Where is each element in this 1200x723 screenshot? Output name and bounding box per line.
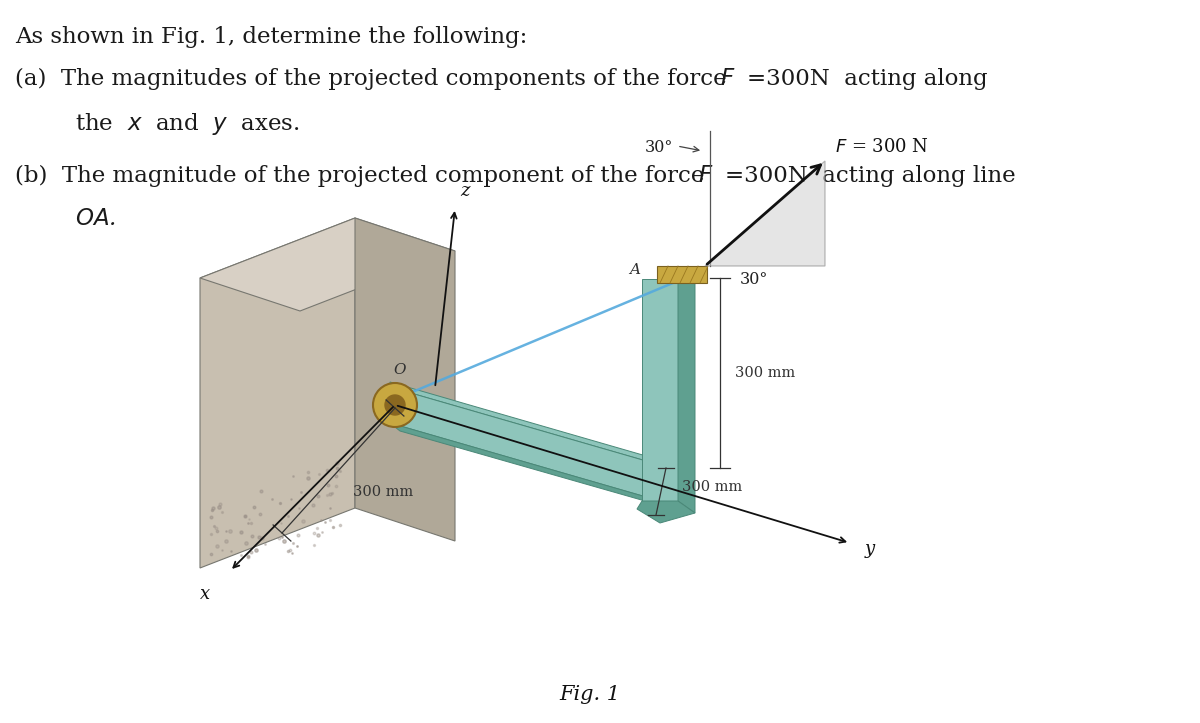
Polygon shape bbox=[200, 218, 355, 568]
Polygon shape bbox=[390, 387, 660, 501]
Text: $F$: $F$ bbox=[720, 68, 736, 90]
Polygon shape bbox=[390, 423, 673, 509]
Polygon shape bbox=[637, 501, 695, 523]
Text: O: O bbox=[394, 363, 407, 377]
Text: y: y bbox=[865, 540, 875, 558]
Text: x: x bbox=[200, 585, 210, 603]
Text: z: z bbox=[460, 182, 469, 200]
Polygon shape bbox=[658, 266, 707, 283]
Polygon shape bbox=[355, 218, 455, 541]
Text: Fig. 1: Fig. 1 bbox=[559, 685, 620, 704]
Text: As shown in Fig. 1, determine the following:: As shown in Fig. 1, determine the follow… bbox=[14, 26, 527, 48]
Polygon shape bbox=[390, 382, 660, 465]
Text: 300 mm: 300 mm bbox=[682, 479, 743, 494]
Text: the  $x$  and  $y$  axes.: the $x$ and $y$ axes. bbox=[74, 111, 300, 137]
Text: 300 mm: 300 mm bbox=[354, 486, 414, 500]
Polygon shape bbox=[678, 279, 695, 513]
Text: A: A bbox=[629, 263, 640, 277]
Text: (a)  The magnitudes of the projected components of the force: (a) The magnitudes of the projected comp… bbox=[14, 68, 742, 90]
Text: $F$: $F$ bbox=[698, 165, 714, 187]
Text: $OA$.: $OA$. bbox=[74, 208, 116, 230]
Polygon shape bbox=[706, 161, 826, 266]
Text: (b)  The magnitude of the projected component of the force: (b) The magnitude of the projected compo… bbox=[14, 165, 719, 187]
Text: $F$ = 300 N: $F$ = 300 N bbox=[835, 138, 929, 156]
Text: 30°: 30° bbox=[740, 271, 768, 288]
Text: =300N  acting along: =300N acting along bbox=[746, 68, 988, 90]
Circle shape bbox=[373, 383, 418, 427]
Text: 30°: 30° bbox=[646, 139, 673, 156]
Polygon shape bbox=[200, 218, 455, 311]
Text: =300N  acting along line: =300N acting along line bbox=[725, 165, 1015, 187]
Text: 300 mm: 300 mm bbox=[734, 366, 796, 380]
Polygon shape bbox=[642, 279, 678, 501]
Circle shape bbox=[385, 395, 406, 415]
